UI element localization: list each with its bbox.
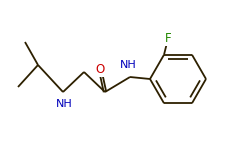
Text: O: O xyxy=(95,62,105,76)
Text: NH: NH xyxy=(56,99,72,109)
Text: NH: NH xyxy=(120,60,136,70)
Text: F: F xyxy=(165,32,171,45)
